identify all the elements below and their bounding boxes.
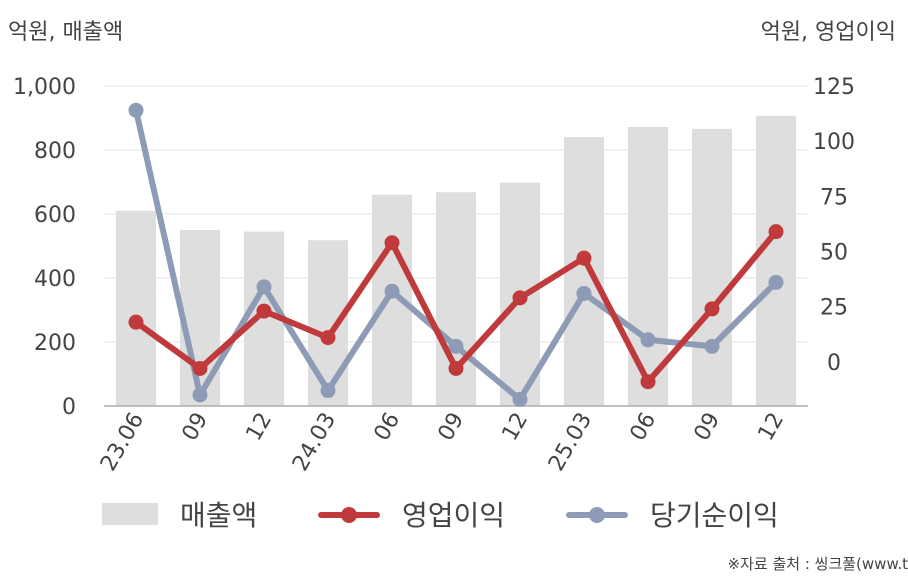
right-tick-label: 50	[820, 241, 848, 266]
right-tick-label: 25	[820, 296, 848, 321]
x-tick-label: 09	[434, 409, 470, 446]
revenue-bar	[116, 210, 156, 406]
net-income-point	[320, 383, 336, 399]
x-tick-label: 06	[370, 409, 406, 446]
legend-label-net-income: 당기순이익	[650, 499, 779, 532]
legend-swatch-revenue	[102, 503, 158, 525]
right-axis-unit: 억원, 영업이익	[760, 20, 896, 45]
operating-profit-point	[640, 374, 656, 390]
net-income-point	[256, 279, 272, 295]
left-tick-label: 600	[34, 203, 76, 228]
operating-profit-point	[128, 314, 144, 330]
right-tick-label: 100	[813, 130, 855, 155]
legend-swatch-net-income	[566, 507, 628, 523]
revenue-bar	[564, 137, 604, 406]
x-tick-label: 23.06	[96, 409, 149, 476]
left-tick-label: 200	[34, 331, 76, 356]
x-tick-label: 25.03	[544, 409, 597, 476]
right-tick-label: 125	[813, 75, 855, 100]
net-income-point	[448, 338, 464, 354]
left-tick-label: 0	[62, 395, 76, 420]
left-tick-label: 800	[34, 139, 76, 164]
operating-profit-point	[448, 360, 464, 376]
operating-profit-point	[576, 250, 592, 266]
x-tick-label: 06	[626, 409, 662, 446]
operating-profit-point	[384, 235, 400, 251]
revenue-bar	[692, 128, 732, 406]
operating-profit-point	[192, 360, 208, 376]
net-income-point	[384, 283, 400, 299]
legend: 매출액 영업이익 당기순이익	[0, 492, 908, 536]
operating-profit-point	[320, 330, 336, 346]
legend-label-revenue: 매출액	[180, 499, 258, 532]
x-tick-label: 12	[754, 409, 790, 446]
net-income-point	[704, 338, 720, 354]
combo-chart: 0 200 400 600 800 1,000 0 25 50 75 100 125 23.06 09 12…	[13, 75, 855, 476]
net-income-point	[768, 274, 784, 290]
legend-label-operating-profit: 영업이익	[402, 499, 506, 532]
left-axis-unit: 억원, 매출액	[8, 20, 124, 45]
net-income-point	[640, 332, 656, 348]
operating-profit-point	[512, 290, 528, 306]
operating-profit-point	[256, 303, 272, 319]
revenue-bar	[756, 115, 796, 406]
x-tick-label: 24.03	[288, 409, 341, 476]
x-tick-label: 09	[178, 409, 214, 446]
x-tick-label: 09	[690, 409, 726, 446]
right-tick-label: 75	[820, 185, 848, 210]
source-note: ※자료 출처 : 씽크풀(www.t	[727, 555, 908, 573]
revenue-bar	[180, 230, 220, 406]
x-tick-label: 12	[242, 409, 278, 446]
right-tick-label: 0	[827, 351, 841, 376]
net-income-point	[512, 391, 528, 407]
legend-item-revenue: 매출액	[102, 492, 257, 536]
net-income-point	[576, 285, 592, 301]
net-income-point	[128, 102, 144, 118]
left-tick-label: 1,000	[13, 75, 76, 100]
legend-item-operating-profit: 영업이익	[318, 492, 505, 536]
legend-swatch-operating-profit	[318, 507, 380, 523]
net-income-point	[192, 387, 208, 403]
x-tick-label: 12	[498, 409, 534, 446]
operating-profit-point	[768, 224, 784, 240]
left-tick-label: 400	[34, 267, 76, 292]
legend-item-net-income: 당기순이익	[566, 492, 779, 536]
revenue-bar	[308, 240, 348, 406]
operating-profit-point	[704, 301, 720, 317]
